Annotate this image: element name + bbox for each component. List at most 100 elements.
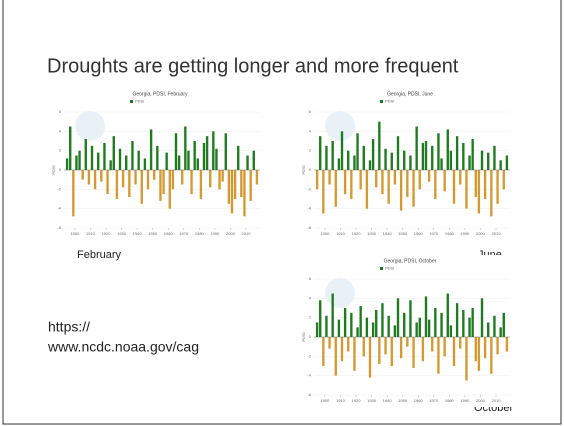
bar: [493, 315, 496, 337]
x-tick-label: 1990: [460, 231, 470, 236]
bar: [90, 145, 94, 170]
bar: [72, 170, 75, 217]
bar: [384, 337, 387, 355]
bar: [131, 141, 134, 170]
bar: [390, 337, 393, 366]
bar: [174, 133, 178, 170]
bar: [237, 145, 240, 170]
x-tick-label: 2000: [476, 231, 486, 236]
bar: [149, 129, 153, 170]
bar: [368, 160, 372, 170]
x-tick-label: 1940: [133, 231, 143, 236]
bar: [121, 170, 125, 188]
bar: [243, 170, 246, 217]
bar: [474, 170, 477, 198]
bar: [103, 142, 106, 170]
bar: [240, 170, 243, 198]
bar: [396, 136, 400, 170]
bar: [390, 152, 393, 170]
bar: [365, 170, 369, 209]
bar: [347, 337, 350, 352]
slide-title: Droughts are getting longer and more fre…: [47, 55, 459, 77]
bar: [387, 315, 390, 337]
bar: [505, 155, 509, 170]
bar: [218, 170, 221, 190]
bar: [409, 155, 412, 170]
x-tick-label: 1910: [86, 231, 96, 236]
bar: [471, 308, 474, 337]
bar: [193, 141, 196, 170]
x-tick-label: 1930: [367, 398, 377, 403]
bar: [418, 317, 421, 337]
logo-watermark: [75, 111, 105, 141]
legend-label: PDSI: [135, 99, 144, 104]
bar: [233, 170, 237, 199]
bar: [378, 121, 381, 170]
bar: [399, 337, 403, 359]
y-axis-label: PDSI: [301, 165, 306, 174]
x-tick-label: 1930: [367, 231, 377, 236]
bar: [146, 170, 150, 190]
x-tick-label: 2000: [226, 231, 236, 236]
y-tick-label: -4: [307, 373, 311, 378]
bar: [434, 308, 437, 337]
bar: [490, 337, 493, 374]
bar: [78, 150, 81, 170]
bar: [359, 306, 362, 337]
bar: [443, 170, 446, 192]
bar: [328, 170, 331, 185]
y-tick-label: -2: [57, 186, 61, 191]
x-tick-label: 1990: [210, 231, 220, 236]
y-tick-label: -4: [57, 206, 61, 211]
bar: [505, 337, 509, 352]
bar: [483, 170, 487, 199]
x-tick-label: 1980: [445, 231, 455, 236]
legend-label: PDSI: [385, 99, 394, 104]
chart-background: [50, 88, 270, 240]
bar: [93, 170, 97, 190]
bar: [499, 160, 502, 170]
bar: [496, 337, 499, 355]
y-tick-label: 6: [59, 109, 62, 114]
y-tick-label: 2: [309, 315, 312, 320]
bar: [449, 325, 453, 337]
bar: [143, 158, 147, 170]
bar: [418, 170, 421, 190]
legend-label: PDSI: [385, 266, 394, 271]
bar: [165, 152, 168, 170]
bar: [65, 158, 69, 170]
x-tick-label: 1950: [398, 398, 408, 403]
bar: [184, 126, 187, 170]
bar: [128, 170, 131, 198]
bar: [412, 337, 415, 368]
bar: [474, 337, 477, 362]
bar: [477, 337, 481, 371]
bar: [347, 150, 350, 170]
bar: [409, 300, 412, 337]
bar: [334, 170, 337, 207]
bar: [371, 139, 375, 170]
bar: [403, 150, 406, 170]
bar: [362, 337, 365, 357]
bar: [375, 309, 378, 337]
bar: [368, 337, 372, 378]
bar: [255, 170, 259, 185]
bar: [471, 139, 474, 170]
bar: [140, 170, 143, 204]
bar: [87, 170, 91, 185]
bar: [443, 337, 446, 357]
bar: [502, 312, 505, 337]
bar: [137, 150, 140, 170]
bar: [356, 133, 359, 170]
bar: [480, 298, 484, 337]
x-tick-label: 1900: [70, 231, 80, 236]
x-tick-label: 1960: [164, 231, 174, 236]
bar: [399, 170, 403, 211]
x-tick-label: 1910: [336, 398, 346, 403]
bar: [319, 136, 322, 170]
bar: [171, 170, 175, 190]
bar: [134, 170, 137, 185]
bar: [381, 303, 384, 337]
bar: [224, 133, 227, 170]
